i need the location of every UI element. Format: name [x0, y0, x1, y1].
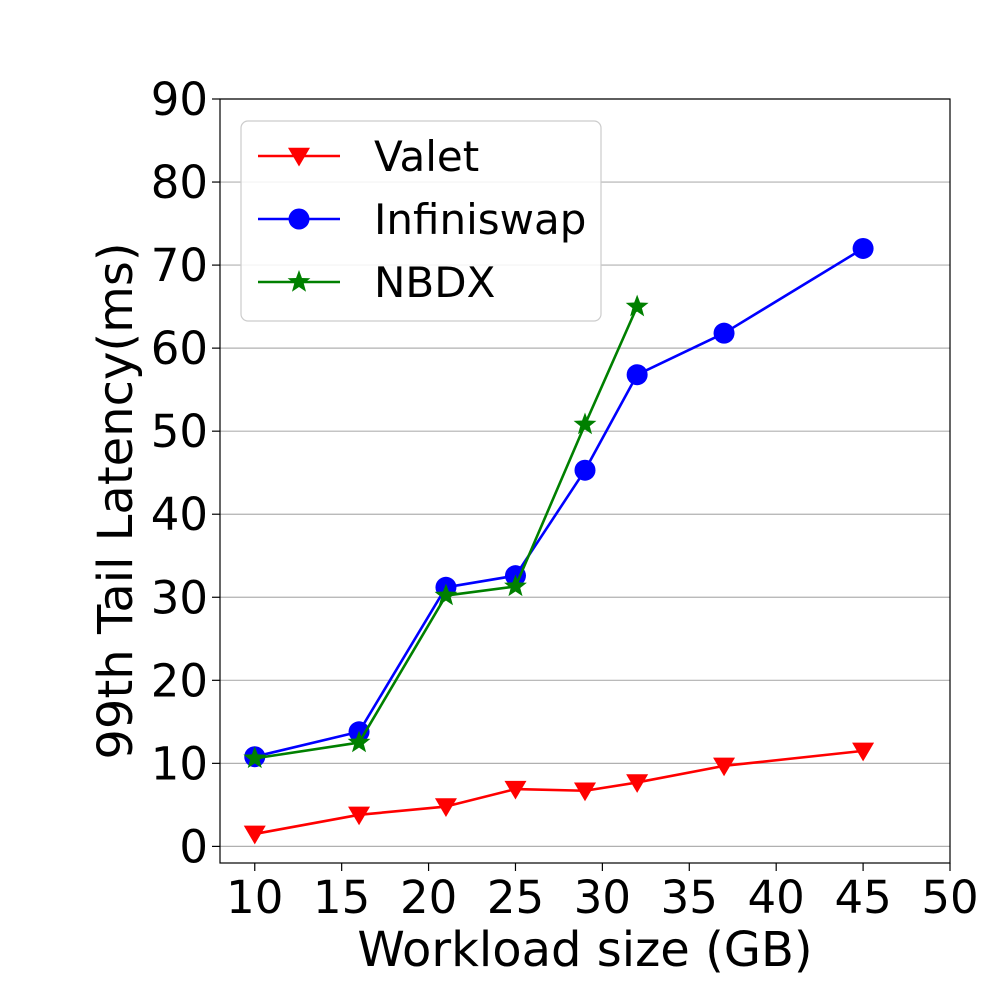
- data-point-infiniswap: [713, 322, 735, 344]
- legend-item-nbdx: NBDX: [258, 258, 495, 307]
- series-line-valet: [254, 749, 864, 836]
- data-point-valet: [713, 757, 736, 777]
- x-tick-label: 25: [487, 871, 544, 924]
- series-nbdx: [243, 294, 649, 769]
- y-tick-label: 20: [151, 654, 208, 707]
- series-group: [243, 237, 875, 845]
- data-point-nbdx: [347, 730, 371, 753]
- y-tick-label: 10: [151, 737, 208, 790]
- legend-item-valet: Valet: [258, 132, 479, 181]
- y-tick-label: 60: [151, 322, 208, 375]
- data-point-infiniswap: [574, 459, 596, 481]
- data-point-valet: [574, 782, 596, 802]
- x-tick-label: 20: [400, 871, 457, 924]
- data-point-nbdx: [573, 412, 597, 435]
- series-valet: [243, 742, 875, 845]
- y-tick-label: 70: [151, 239, 208, 292]
- legend: Valet Infiniswap NBDX: [240, 120, 602, 322]
- data-point-nbdx: [434, 583, 458, 606]
- legend-label: Valet: [374, 132, 479, 181]
- x-tick-label: 50: [921, 871, 978, 924]
- legend-marker: [287, 270, 311, 292]
- y-axis-label: 99th Tail Latency(ms): [88, 242, 144, 759]
- y-tick-label: 90: [151, 73, 208, 126]
- data-point-nbdx: [625, 294, 649, 317]
- legend-label: Infiniswap: [374, 195, 586, 244]
- y-tick-label: 0: [179, 820, 208, 873]
- data-point-valet: [626, 774, 649, 793]
- data-point-valet: [348, 806, 371, 826]
- x-tick-label: 15: [313, 871, 370, 924]
- legend-marker: [288, 208, 310, 230]
- y-tick-label: 30: [151, 571, 208, 624]
- data-point-nbdx: [504, 574, 527, 597]
- x-tick-label: 40: [748, 871, 805, 924]
- legend-marker: [288, 147, 310, 167]
- series-line-infiniswap: [254, 247, 864, 758]
- series-line-nbdx: [254, 306, 639, 760]
- legend-label: NBDX: [374, 258, 495, 307]
- plot-area: [219, 98, 951, 864]
- data-point-valet: [243, 825, 266, 845]
- data-point-valet: [434, 798, 457, 817]
- x-tick-label: 45: [834, 871, 891, 924]
- y-tick-label: 80: [151, 156, 208, 209]
- axis-ticks: 0 10 20 30 40 50 60 70 80 90 10 15 20 25 30 35 40 45 50: [151, 73, 979, 924]
- data-point-infiniswap: [852, 237, 874, 259]
- x-tick-label: 10: [226, 871, 283, 924]
- y-tick-label: 40: [151, 488, 208, 541]
- data-point-infiniswap: [626, 364, 648, 386]
- data-point-valet: [504, 780, 527, 800]
- data-point-nbdx: [243, 746, 267, 769]
- y-tick-label: 50: [151, 405, 208, 458]
- legend-box: [240, 120, 602, 322]
- x-tick-label: 30: [574, 871, 631, 924]
- x-tick-label: 35: [661, 871, 718, 924]
- x-axis-label: Workload size (GB): [357, 922, 812, 978]
- legend-item-infiniswap: Infiniswap: [258, 195, 586, 244]
- data-point-valet: [852, 742, 875, 762]
